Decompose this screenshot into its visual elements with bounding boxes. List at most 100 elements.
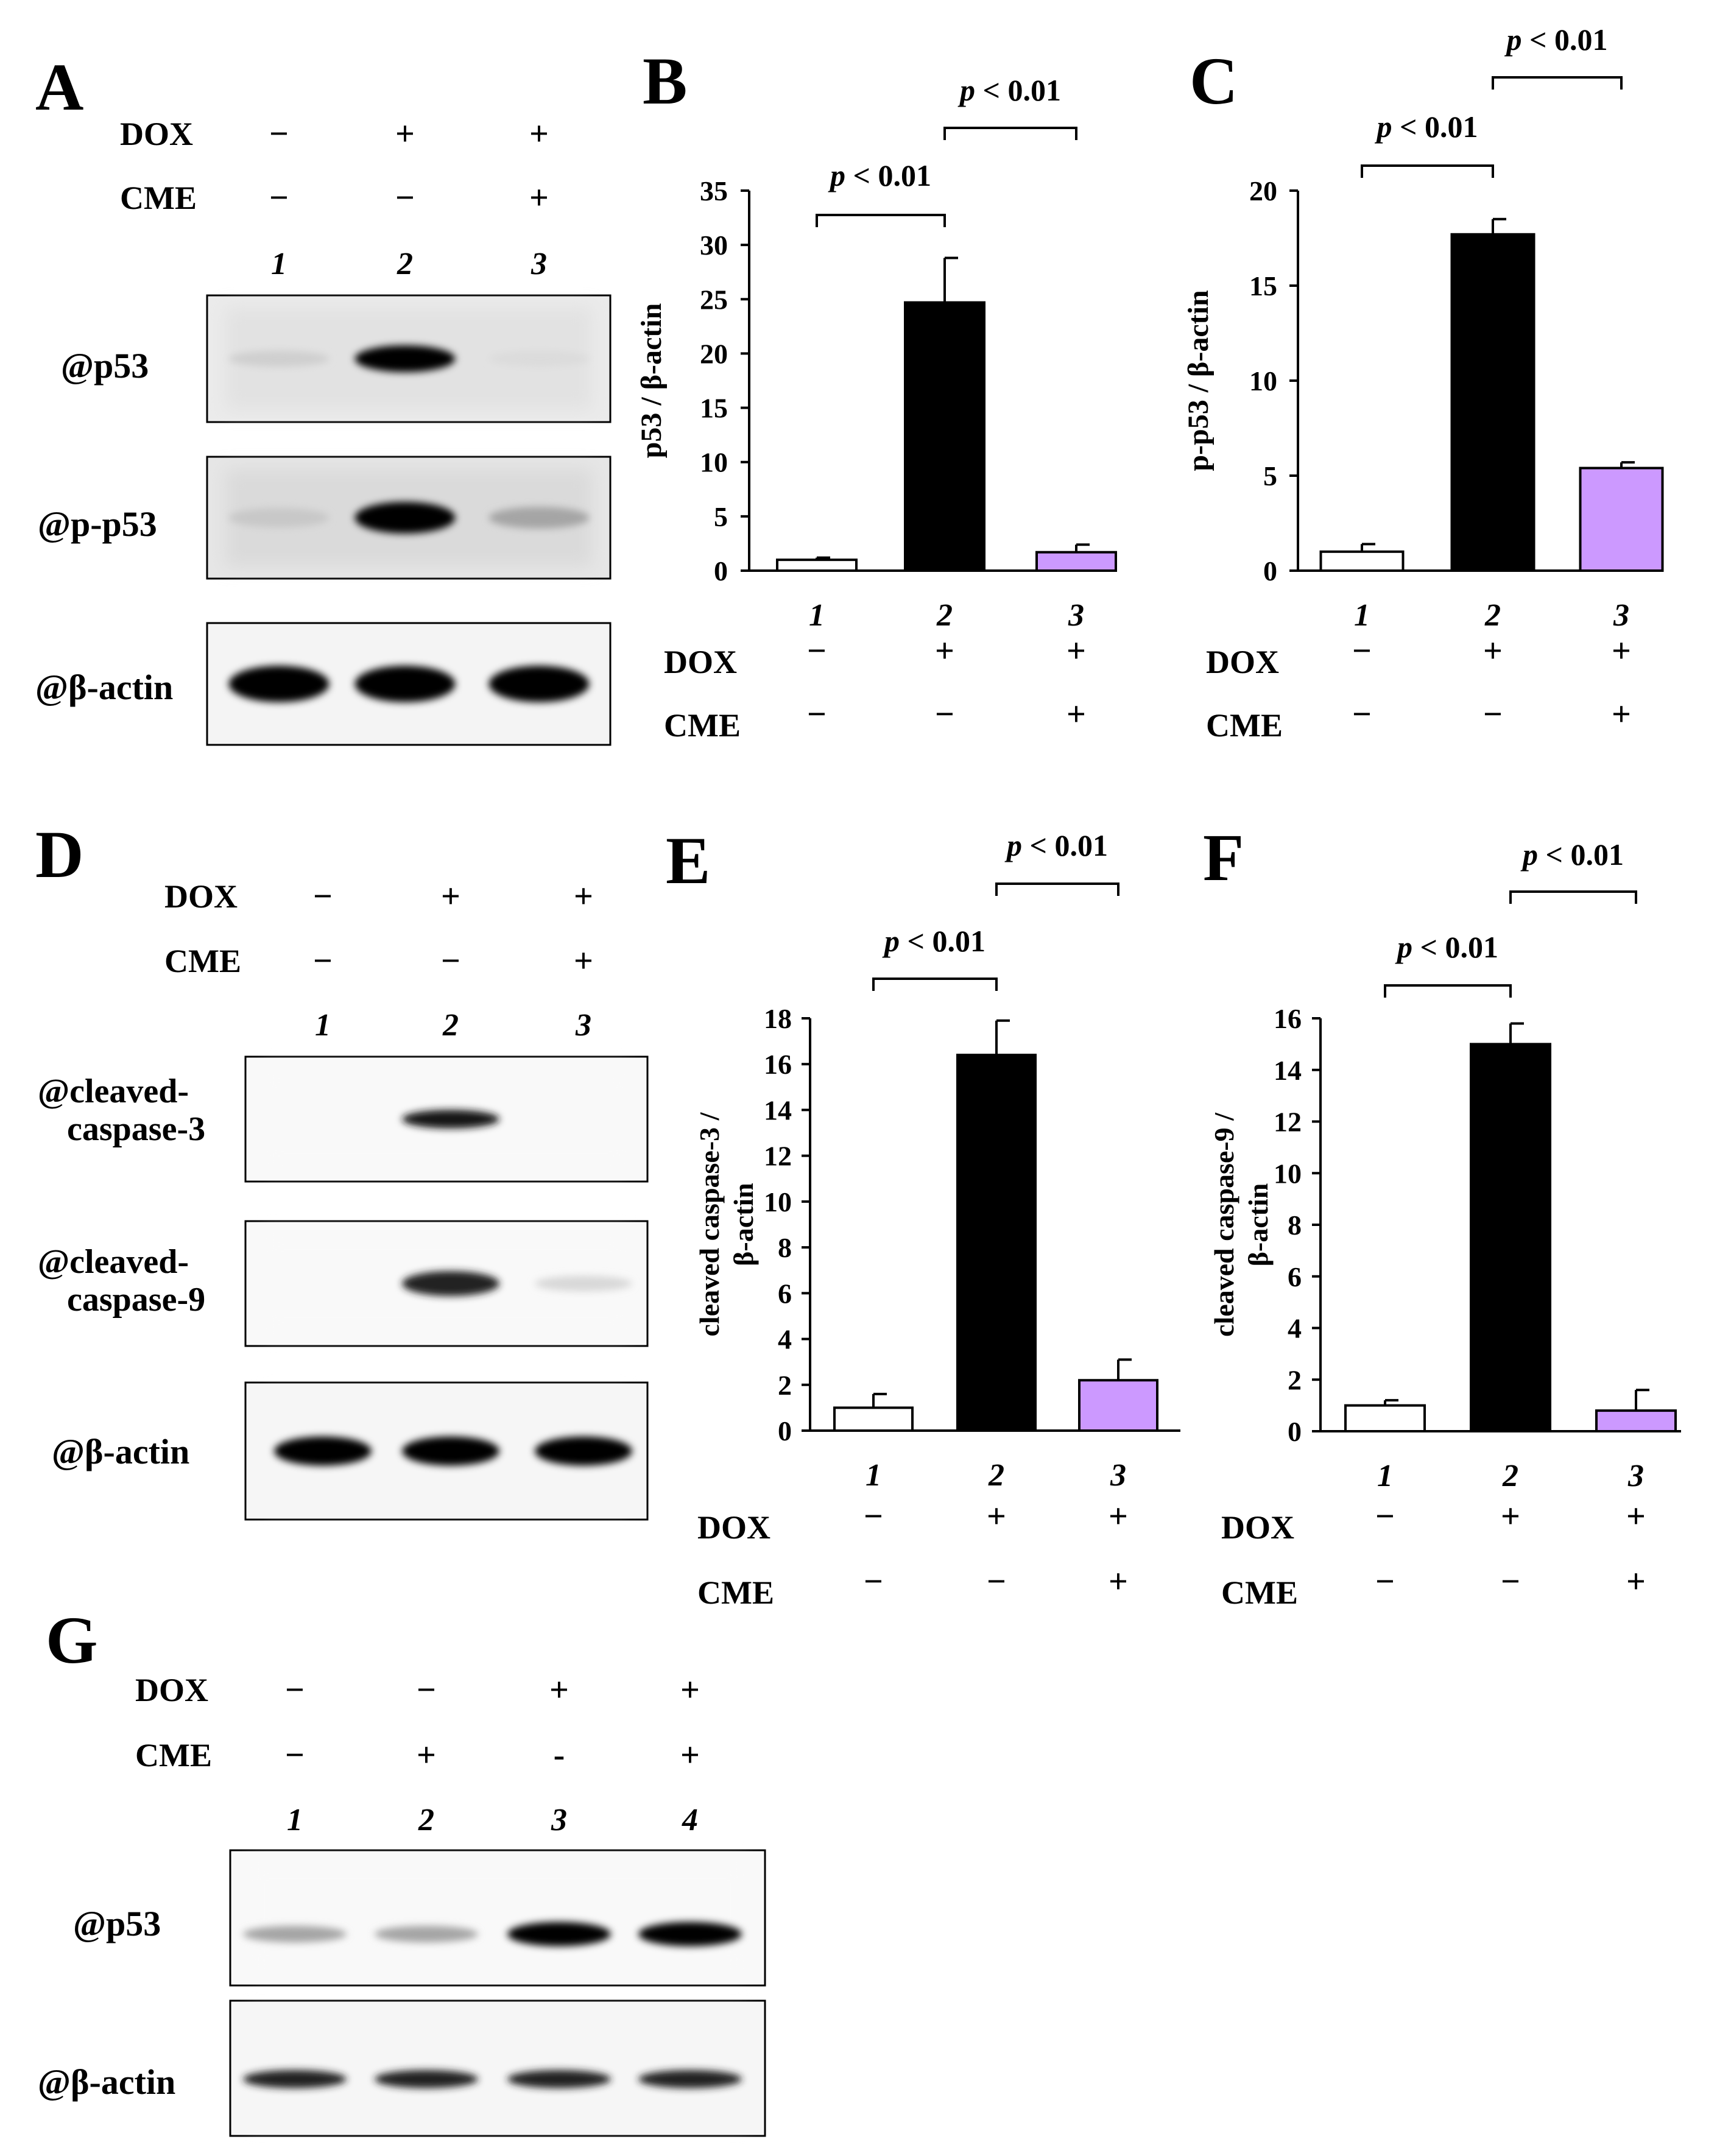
lane-number: 2 <box>936 598 953 633</box>
cme-label: CME <box>697 1574 774 1611</box>
cme-label: CME <box>1221 1574 1298 1611</box>
blot-row: @β-actin <box>35 622 612 746</box>
y-tick-label: 0 <box>778 1415 792 1446</box>
cme-sign: + <box>529 179 549 217</box>
y-tick-label: 12 <box>764 1141 792 1172</box>
p-italic: p <box>1520 837 1538 872</box>
cme-sign: − <box>441 942 460 980</box>
dox-label: DOX <box>697 1509 770 1546</box>
cme-sign: + <box>1109 1563 1128 1601</box>
y-axis-label: β-actin <box>1243 1183 1274 1267</box>
y-tick-label: 0 <box>1263 555 1277 587</box>
significance-bracket <box>1384 984 1512 998</box>
significance-bracket <box>1492 76 1623 90</box>
y-tick-label: 0 <box>714 555 728 587</box>
y-tick-label: 5 <box>1263 460 1277 491</box>
lane-number: 3 <box>1613 598 1629 633</box>
band <box>375 1925 478 1943</box>
p-value-label: p < 0.01 <box>1395 930 1498 964</box>
dox-sign: − <box>269 115 289 153</box>
p-italic: p <box>1004 828 1022 862</box>
panel-letter: G <box>46 1603 98 1677</box>
blot-row-label: caspase-9 <box>67 1281 205 1319</box>
p-italic: p <box>1395 930 1412 964</box>
panel-letter: A <box>35 50 83 124</box>
bar <box>1344 1404 1426 1432</box>
band <box>375 2070 478 2088</box>
significance-bracket <box>872 978 998 991</box>
cme-sign: - <box>554 1736 565 1774</box>
bar <box>833 1406 914 1432</box>
bar <box>776 558 858 572</box>
y-axis-label: p-p53 / β-actin <box>1182 290 1215 471</box>
band <box>488 351 590 367</box>
blot-row: @β-actin <box>52 1381 649 1521</box>
cme-sign: − <box>1483 696 1503 733</box>
y-tick-label: 10 <box>1274 1158 1302 1189</box>
band <box>507 2070 611 2088</box>
lane-number: 1 <box>271 247 287 281</box>
lane-number: 2 <box>418 1803 434 1837</box>
cme-sign: − <box>269 179 289 217</box>
band <box>243 2070 347 2088</box>
dox-label: DOX <box>664 644 737 680</box>
band <box>638 2070 742 2088</box>
band <box>488 507 590 529</box>
dox-sign: − <box>864 1498 883 1535</box>
y-tick-label: 15 <box>1249 270 1277 301</box>
blot-row: @cleaved-caspase-9 <box>38 1220 649 1347</box>
dox-sign: + <box>935 632 954 670</box>
blot-row: @cleaved-caspase-3 <box>38 1055 649 1183</box>
blot-row-label: @p53 <box>61 346 149 386</box>
y-tick-label: 5 <box>714 501 728 532</box>
cme-sign: − <box>313 942 333 980</box>
dox-sign: + <box>529 115 549 153</box>
blot-row-label: @β-actin <box>35 668 173 707</box>
p-value-label: p < 0.01 <box>1520 837 1624 872</box>
dox-sign: + <box>574 878 593 915</box>
y-tick-label: 8 <box>1288 1210 1302 1241</box>
cme-sign: − <box>1375 1563 1395 1601</box>
dox-sign: + <box>1626 1498 1646 1535</box>
lane-number: 3 <box>531 247 547 281</box>
y-tick-label: 15 <box>700 393 728 424</box>
lane-number: 2 <box>1484 598 1501 633</box>
lane-number: 1 <box>1377 1459 1393 1493</box>
y-tick-label: 16 <box>1274 1003 1302 1034</box>
lane-number: 3 <box>551 1803 567 1837</box>
dox-label: DOX <box>120 116 193 152</box>
y-tick-label: 35 <box>700 175 728 206</box>
band <box>354 666 456 702</box>
lane-number: 3 <box>575 1008 591 1043</box>
p-threshold: < 0.01 <box>1412 930 1498 964</box>
band <box>535 1436 632 1466</box>
dox-label: DOX <box>135 1672 208 1708</box>
bar <box>1450 233 1535 572</box>
y-tick-label: 2 <box>778 1370 792 1401</box>
dox-sign: − <box>313 878 333 915</box>
lane-number: 1 <box>866 1458 881 1493</box>
cme-sign: + <box>574 942 593 980</box>
bar <box>1579 467 1664 572</box>
cme-label: CME <box>135 1737 212 1774</box>
p-value-label: p < 0.01 <box>882 924 985 958</box>
dox-sign: + <box>1612 632 1631 670</box>
bar <box>904 301 985 572</box>
y-tick-label: 6 <box>1288 1261 1302 1292</box>
dox-sign: + <box>441 878 460 915</box>
dox-sign: − <box>1375 1498 1395 1535</box>
y-axis-label: p53 / β-actin <box>635 303 668 459</box>
p-threshold: < 0.01 <box>1022 828 1108 862</box>
panel-letter: D <box>35 817 83 892</box>
dox-sign: − <box>285 1671 305 1709</box>
y-tick-label: 18 <box>764 1003 792 1034</box>
cme-label: CME <box>120 180 197 216</box>
p-italic: p <box>882 924 900 958</box>
band <box>243 1925 347 1943</box>
dox-label: DOX <box>164 878 238 915</box>
lane-number: 3 <box>1110 1458 1126 1493</box>
dox-sign: + <box>680 1671 700 1709</box>
cme-sign: + <box>1626 1563 1646 1601</box>
band <box>488 666 590 702</box>
